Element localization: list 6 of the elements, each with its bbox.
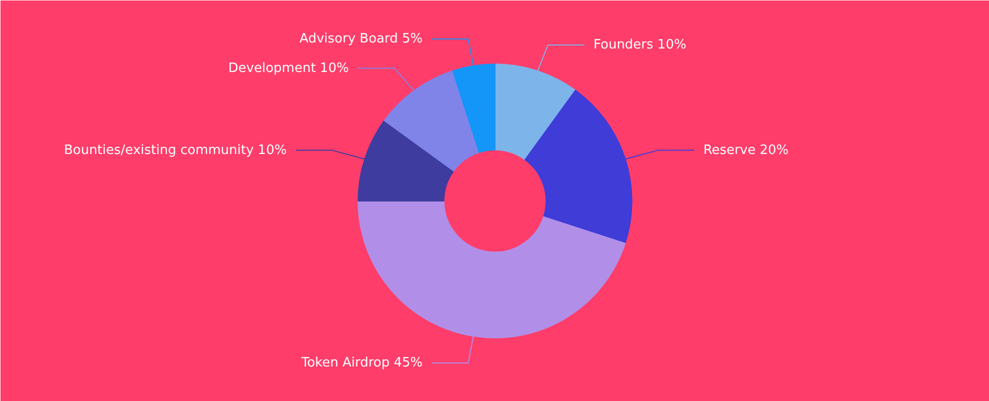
slice-label: Advisory Board 5% [300, 31, 423, 46]
slice-label: Bounties/existing community 10% [64, 142, 287, 158]
slice-label: Token Airdrop 45% [300, 356, 423, 371]
slice-label: Reserve 20% [703, 142, 789, 158]
slice-label: Founders 10% [593, 37, 686, 52]
slice-label: Development 10% [228, 60, 349, 76]
